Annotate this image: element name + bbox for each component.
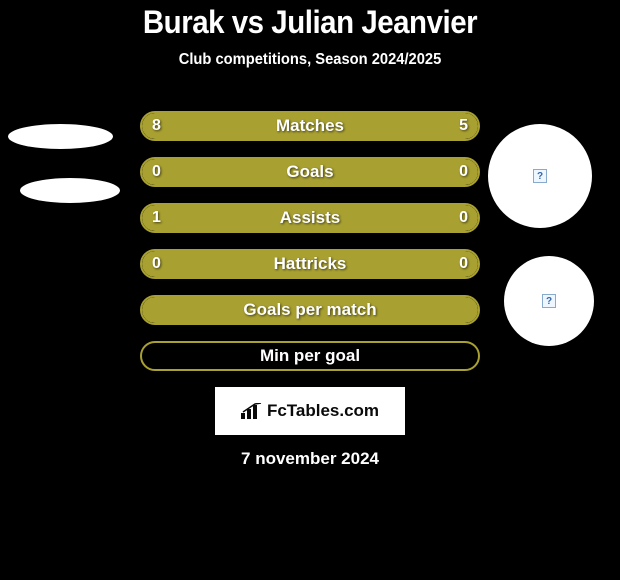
stats-container: 85Matches 00Goals 10Assists 00Hattricks Goal… xyxy=(0,111,620,469)
date: 7 november 2024 xyxy=(0,449,620,469)
page-title: Burak vs Julian Jeanvier xyxy=(25,4,595,41)
logo-text: FcTables.com xyxy=(267,401,379,421)
stat-label: Matches xyxy=(142,116,478,136)
stat-label: Goals per match xyxy=(142,300,478,320)
stat-row-goals-per-match: Goals per match xyxy=(140,295,480,325)
stat-row-assists: 10Assists xyxy=(140,203,480,233)
stat-label: Goals xyxy=(142,162,478,182)
logo-box: FcTables.com xyxy=(215,387,405,435)
header: Burak vs Julian Jeanvier Club competitio… xyxy=(0,0,620,69)
stat-label: Min per goal xyxy=(142,346,478,366)
stat-row-hattricks: 00Hattricks xyxy=(140,249,480,279)
stat-row-matches: 85Matches xyxy=(140,111,480,141)
stat-row-goals: 00Goals xyxy=(140,157,480,187)
stat-label: Hattricks xyxy=(142,254,478,274)
logo: FcTables.com xyxy=(241,401,379,421)
stat-row-min-per-goal: Min per goal xyxy=(140,341,480,371)
bars-container: 85Matches 00Goals 10Assists 00Hattricks Goal… xyxy=(140,111,480,371)
page-subtitle: Club competitions, Season 2024/2025 xyxy=(25,51,595,69)
stat-label: Assists xyxy=(142,208,478,228)
logo-bars-icon xyxy=(241,403,263,419)
